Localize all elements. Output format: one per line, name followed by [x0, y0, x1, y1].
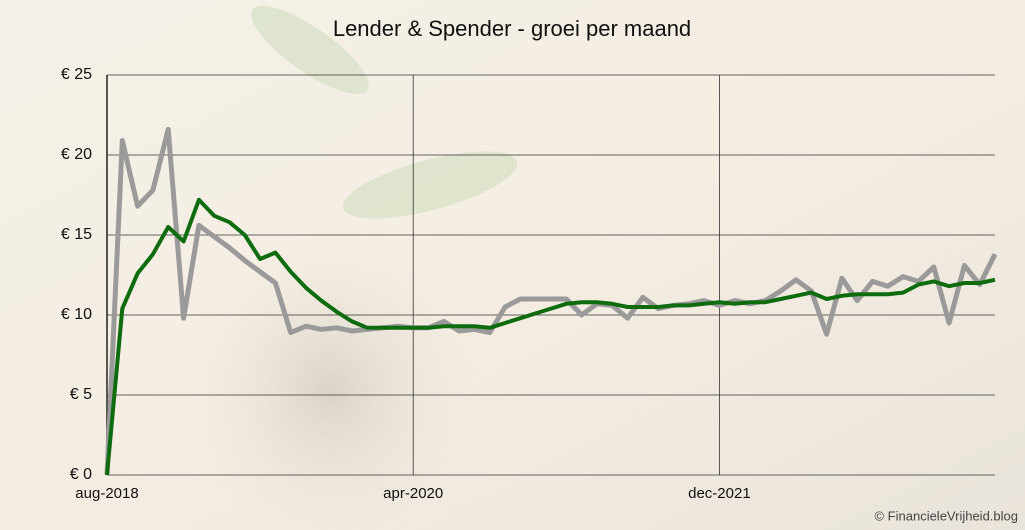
y-tick-label: € 5 [70, 386, 92, 403]
plot-area: € 0 € 5 € 10 € 15 € 20 € 25 aug-2018 apr-2020 de… [61, 66, 998, 502]
y-tick-label: € 20 [61, 146, 92, 163]
background-leaf [342, 151, 518, 219]
chart-title: Lender & Spender - groei per maand [333, 16, 691, 41]
series-line [104, 126, 998, 476]
series-line [105, 197, 996, 476]
y-tick-label: € 0 [70, 466, 92, 483]
y-tick-label: € 25 [61, 66, 92, 83]
source-note: © FinancieleVrijheid.blog [874, 508, 1018, 523]
x-tick-label: aug-2018 [75, 485, 138, 502]
x-tick-label: apr-2020 [383, 485, 443, 502]
x-tick-label: dec-2021 [688, 485, 751, 502]
y-tick-label: € 10 [61, 306, 92, 323]
background-jar [180, 230, 480, 530]
y-tick-label: € 15 [61, 226, 92, 243]
background-leaf [251, 5, 369, 95]
